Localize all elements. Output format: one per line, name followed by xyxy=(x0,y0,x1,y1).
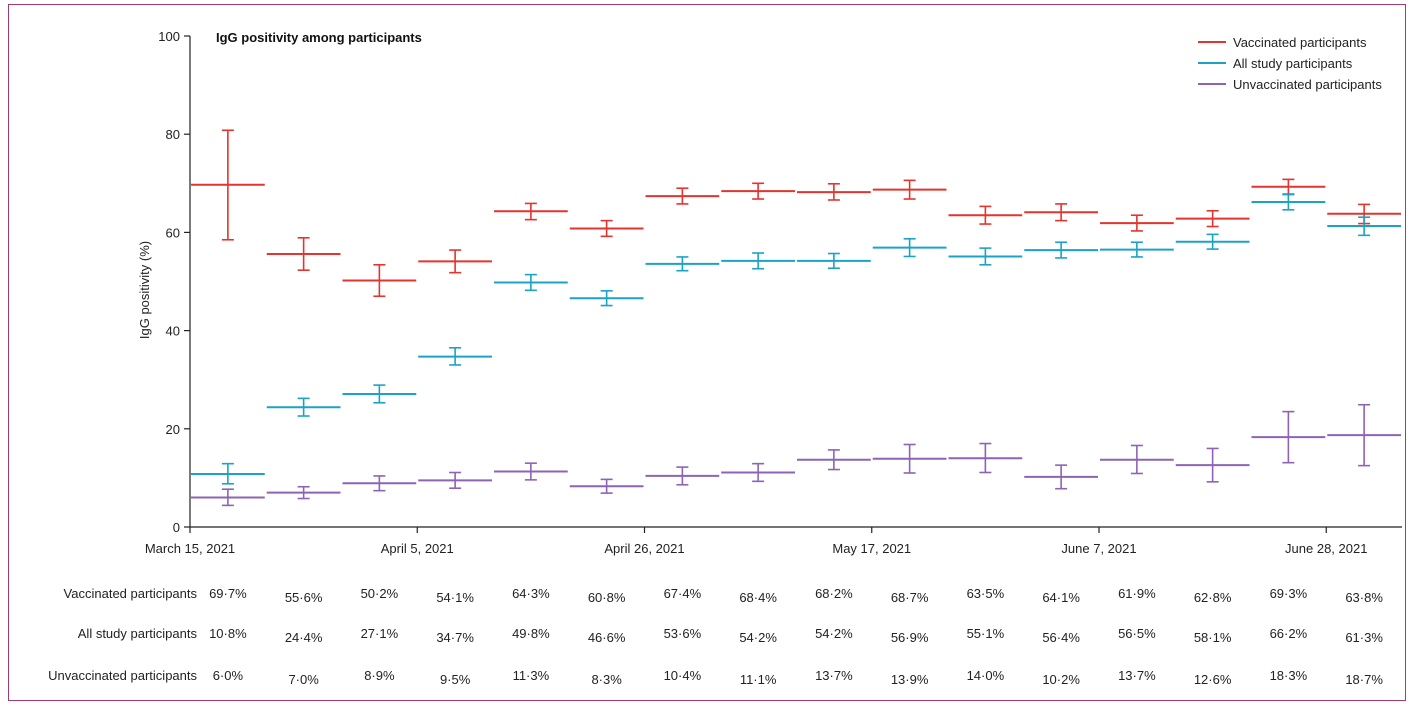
table-cell: 34·7% xyxy=(436,630,474,645)
table-cell: 69·7% xyxy=(209,586,247,601)
series-0 xyxy=(191,129,1401,298)
table-cell: 24·4% xyxy=(285,630,323,645)
value-table: Vaccinated participants 69·7% 55·6% 50·2% 54… xyxy=(48,586,1383,687)
table-cell: 60·8% xyxy=(588,590,626,605)
x-tick-label: April 26, 2021 xyxy=(604,541,684,556)
legend-label: All study participants xyxy=(1233,56,1353,71)
table-cell: 61·3% xyxy=(1345,630,1383,645)
table-cell: 7·0% xyxy=(288,672,319,687)
table-cell: 54·1% xyxy=(436,590,474,605)
table-cell: 55·6% xyxy=(285,590,323,605)
table-cell: 63·5% xyxy=(967,586,1005,601)
table-cell: 64·1% xyxy=(1042,590,1080,605)
table-cell: 56·9% xyxy=(891,630,929,645)
y-axis-title: IgG positivity (%) xyxy=(137,241,152,339)
table-cell: 58·1% xyxy=(1194,630,1232,645)
axes: 0 20 40 60 80 100 March 15, 2021 April 5, 2021 A… xyxy=(145,29,1402,556)
table-cell: 49·8% xyxy=(512,626,550,641)
y-tick-label: 80 xyxy=(166,127,180,142)
table-cell: 68·4% xyxy=(739,590,777,605)
table-cell: 11·1% xyxy=(740,672,777,687)
table-cell: 10·4% xyxy=(664,668,702,683)
chart-title: IgG positivity among participants xyxy=(216,30,422,45)
table-cell: 56·4% xyxy=(1042,630,1080,645)
y-tick-label: 100 xyxy=(158,29,180,44)
table-cell: 14·0% xyxy=(967,668,1005,683)
table-cell: 13·7% xyxy=(1118,668,1156,683)
table-cell: 54·2% xyxy=(815,626,853,641)
table-cell: 69·3% xyxy=(1270,586,1308,601)
legend-label: Vaccinated participants xyxy=(1233,35,1367,50)
y-tick-label: 20 xyxy=(166,422,180,437)
series-layer xyxy=(191,129,1401,507)
table-cell: 13·9% xyxy=(891,672,929,687)
table-cell: 10·2% xyxy=(1042,672,1080,687)
x-tick-label: June 7, 2021 xyxy=(1061,541,1136,556)
table-cell: 8·9% xyxy=(364,668,395,683)
table-cell: 8·3% xyxy=(591,672,622,687)
table-cell: 46·6% xyxy=(588,630,626,645)
table-cell: 54·2% xyxy=(739,630,777,645)
table-cell: 68·2% xyxy=(815,586,853,601)
table-cell: 18·3% xyxy=(1270,668,1308,683)
table-cell: 55·1% xyxy=(967,626,1005,641)
table-row-label: All study participants xyxy=(78,626,198,641)
legend: Vaccinated participants All study partici… xyxy=(1198,35,1382,92)
table-cell: 61·9% xyxy=(1118,586,1156,601)
table-cell: 63·8% xyxy=(1345,590,1383,605)
table-cell: 12·6% xyxy=(1194,672,1232,687)
x-tick-label: June 28, 2021 xyxy=(1285,541,1367,556)
table-cell: 11·3% xyxy=(513,668,550,683)
table-row-label: Vaccinated participants xyxy=(64,586,198,601)
table-cell: 50·2% xyxy=(361,586,399,601)
table-cell: 56·5% xyxy=(1118,626,1156,641)
y-tick-label: 40 xyxy=(166,324,180,339)
table-cell: 6·0% xyxy=(213,668,244,683)
table-cell: 68·7% xyxy=(891,590,929,605)
table-row-label: Unvaccinated participants xyxy=(48,668,197,683)
table-cell: 18·7% xyxy=(1345,672,1383,687)
table-cell: 62·8% xyxy=(1194,590,1232,605)
y-tick-label: 0 xyxy=(173,520,180,535)
x-tick-label: March 15, 2021 xyxy=(145,541,235,556)
table-cell: 27·1% xyxy=(361,626,399,641)
x-tick-label: May 17, 2021 xyxy=(832,541,911,556)
y-tick-label: 60 xyxy=(166,225,180,240)
table-cell: 10·8% xyxy=(209,626,247,641)
table-cell: 64·3% xyxy=(512,586,550,601)
table-cell: 67·4% xyxy=(664,586,702,601)
figure-frame xyxy=(8,4,1406,701)
legend-label: Unvaccinated participants xyxy=(1233,77,1382,92)
table-cell: 9·5% xyxy=(440,672,471,687)
table-cell: 66·2% xyxy=(1270,626,1308,641)
series-1 xyxy=(191,193,1401,485)
series-2 xyxy=(191,403,1401,507)
table-cell: 53·6% xyxy=(664,626,702,641)
table-cell: 13·7% xyxy=(815,668,853,683)
x-tick-label: April 5, 2021 xyxy=(381,541,454,556)
